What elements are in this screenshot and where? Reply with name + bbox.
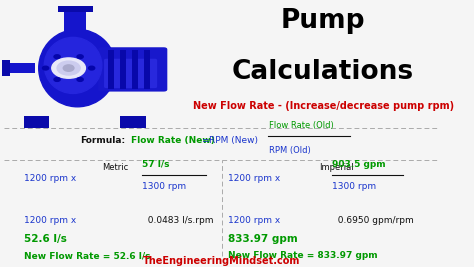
Text: 52.6 l/s: 52.6 l/s: [24, 234, 67, 244]
Text: Metric: Metric: [102, 163, 128, 172]
Text: 1200 rpm x: 1200 rpm x: [228, 216, 280, 225]
Circle shape: [52, 58, 85, 78]
Circle shape: [54, 55, 60, 58]
Text: 0.6950 gpm/rpm: 0.6950 gpm/rpm: [332, 216, 414, 225]
FancyBboxPatch shape: [109, 50, 114, 89]
Text: 1200 rpm x: 1200 rpm x: [228, 174, 280, 183]
Text: Imperial: Imperial: [319, 163, 354, 172]
Text: 0.0483 l/s.rpm: 0.0483 l/s.rpm: [142, 216, 213, 225]
FancyBboxPatch shape: [144, 50, 150, 89]
Ellipse shape: [39, 29, 116, 107]
Text: Flow Rate (New): Flow Rate (New): [130, 136, 214, 145]
Text: 1300 rpm: 1300 rpm: [332, 182, 376, 191]
FancyBboxPatch shape: [57, 6, 93, 12]
FancyBboxPatch shape: [132, 50, 137, 89]
Text: 1200 rpm x: 1200 rpm x: [24, 216, 77, 225]
Text: TheEngineeringMindset.com: TheEngineeringMindset.com: [143, 256, 300, 266]
Ellipse shape: [44, 37, 102, 93]
FancyBboxPatch shape: [2, 60, 10, 76]
Circle shape: [64, 65, 74, 71]
Text: RPM (New): RPM (New): [210, 136, 258, 145]
Text: New Flow Rate - (Increase/decrease pump rpm): New Flow Rate - (Increase/decrease pump …: [192, 101, 454, 111]
Text: Calculations: Calculations: [232, 59, 414, 85]
Text: 57 l/s: 57 l/s: [142, 160, 169, 169]
Text: 1300 rpm: 1300 rpm: [142, 182, 186, 191]
Text: New Flow Rate = 52.6 l/s: New Flow Rate = 52.6 l/s: [24, 251, 151, 260]
FancyBboxPatch shape: [120, 50, 126, 89]
Circle shape: [77, 78, 83, 81]
Text: RPM (Old): RPM (Old): [269, 146, 310, 155]
FancyBboxPatch shape: [64, 9, 86, 32]
FancyBboxPatch shape: [24, 116, 49, 128]
Text: Pump: Pump: [281, 8, 365, 34]
Text: Flow Rate (Old): Flow Rate (Old): [269, 121, 333, 130]
Text: 1200 rpm x: 1200 rpm x: [24, 174, 77, 183]
Circle shape: [43, 66, 49, 70]
Text: New Flow Rate = 833.97 gpm: New Flow Rate = 833.97 gpm: [228, 251, 378, 260]
Circle shape: [54, 78, 60, 81]
Circle shape: [89, 66, 95, 70]
Text: 833.97 gpm: 833.97 gpm: [228, 234, 298, 244]
FancyBboxPatch shape: [119, 116, 146, 128]
Text: Formula:: Formula:: [80, 136, 125, 145]
Circle shape: [57, 61, 80, 75]
FancyBboxPatch shape: [2, 63, 36, 73]
FancyBboxPatch shape: [104, 59, 157, 88]
Text: =: =: [201, 136, 209, 145]
FancyBboxPatch shape: [2, 3, 188, 128]
Circle shape: [77, 55, 83, 58]
FancyBboxPatch shape: [98, 47, 167, 92]
Text: 903.5 gpm: 903.5 gpm: [332, 160, 385, 169]
